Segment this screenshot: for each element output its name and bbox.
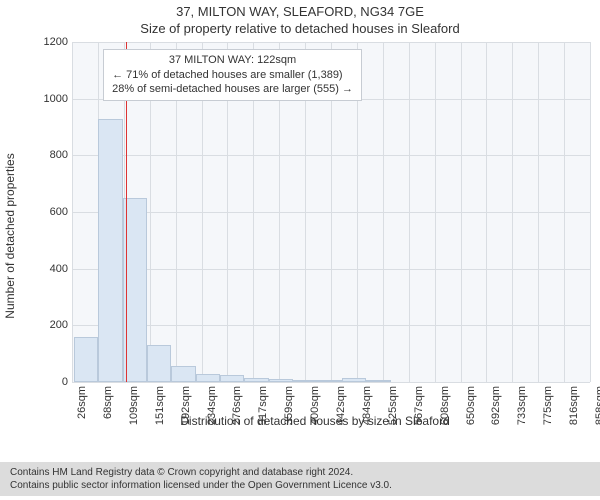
x-tick-label: 276sqm <box>231 386 243 425</box>
gridline-v <box>590 42 591 382</box>
gridline-v <box>512 42 513 382</box>
chart-header: 37, MILTON WAY, SLEAFORD, NG34 7GE Size … <box>0 0 600 36</box>
x-tick-label: 775sqm <box>542 386 554 425</box>
x-tick-label: 109sqm <box>128 386 140 425</box>
x-tick-label: 359sqm <box>283 386 295 425</box>
x-tick-label: 317sqm <box>257 386 269 425</box>
x-tick-label: 650sqm <box>465 386 477 425</box>
x-tick-label: 484sqm <box>361 386 373 425</box>
y-tick-label: 600 <box>50 206 68 218</box>
x-tick-label: 192sqm <box>180 386 192 425</box>
gridline-v <box>461 42 462 382</box>
gridline-v <box>72 42 73 382</box>
gridline-v <box>486 42 487 382</box>
annotation-line-3: 28% of semi-detached houses are larger (… <box>112 82 353 97</box>
y-tick-label: 1000 <box>44 93 68 105</box>
gridline-v <box>409 42 410 382</box>
x-tick-label: 567sqm <box>413 386 425 425</box>
gridline-v <box>538 42 539 382</box>
x-tick-label: 234sqm <box>206 386 218 425</box>
histogram-bar <box>196 374 220 383</box>
histogram-bar <box>74 337 98 382</box>
x-tick-label: 442sqm <box>335 386 347 425</box>
gridline-v <box>383 42 384 382</box>
y-tick-label: 800 <box>50 149 68 161</box>
x-tick-label: 400sqm <box>309 386 321 425</box>
histogram-bar <box>318 380 342 382</box>
plot-area: 37 MILTON WAY: 122sqm← 71% of detached h… <box>72 42 590 382</box>
histogram-bar <box>293 380 317 382</box>
histogram-bar <box>269 379 293 382</box>
x-tick-label: 525sqm <box>387 386 399 425</box>
annotation-box: 37 MILTON WAY: 122sqm← 71% of detached h… <box>103 49 362 102</box>
annotation-line-2: ← 71% of detached houses are smaller (1,… <box>112 68 353 83</box>
gridline-h <box>72 382 590 383</box>
x-tick-label: 858sqm <box>594 386 600 425</box>
footer: Contains HM Land Registry data © Crown c… <box>0 462 600 496</box>
y-tick-label: 400 <box>50 263 68 275</box>
y-tick-label: 200 <box>50 319 68 331</box>
histogram-bar <box>220 375 244 382</box>
histogram-bar <box>98 119 122 383</box>
histogram-bar <box>342 378 366 382</box>
x-tick-label: 608sqm <box>439 386 451 425</box>
x-tick-label: 733sqm <box>516 386 528 425</box>
histogram-bar <box>244 378 268 382</box>
histogram-bar <box>171 366 195 382</box>
chart-container: Number of detached properties 37 MILTON … <box>40 42 590 430</box>
title-line-1: 37, MILTON WAY, SLEAFORD, NG34 7GE <box>0 4 600 19</box>
footer-line-2: Contains public sector information licen… <box>10 479 590 492</box>
annotation-line-1: 37 MILTON WAY: 122sqm <box>112 53 353 68</box>
x-tick-label: 68sqm <box>102 386 114 419</box>
x-tick-label: 692sqm <box>490 386 502 425</box>
x-tick-label: 816sqm <box>568 386 580 425</box>
y-tick-label: 0 <box>62 376 68 388</box>
x-tick-label: 151sqm <box>154 386 166 425</box>
title-line-2: Size of property relative to detached ho… <box>0 21 600 36</box>
y-tick-label: 1200 <box>44 36 68 48</box>
gridline-v <box>435 42 436 382</box>
histogram-bar <box>147 345 171 382</box>
footer-line-1: Contains HM Land Registry data © Crown c… <box>10 466 590 479</box>
x-tick-label: 26sqm <box>76 386 88 419</box>
gridline-v <box>564 42 565 382</box>
histogram-bar <box>366 380 390 382</box>
y-axis-label: Number of detached properties <box>3 153 17 318</box>
